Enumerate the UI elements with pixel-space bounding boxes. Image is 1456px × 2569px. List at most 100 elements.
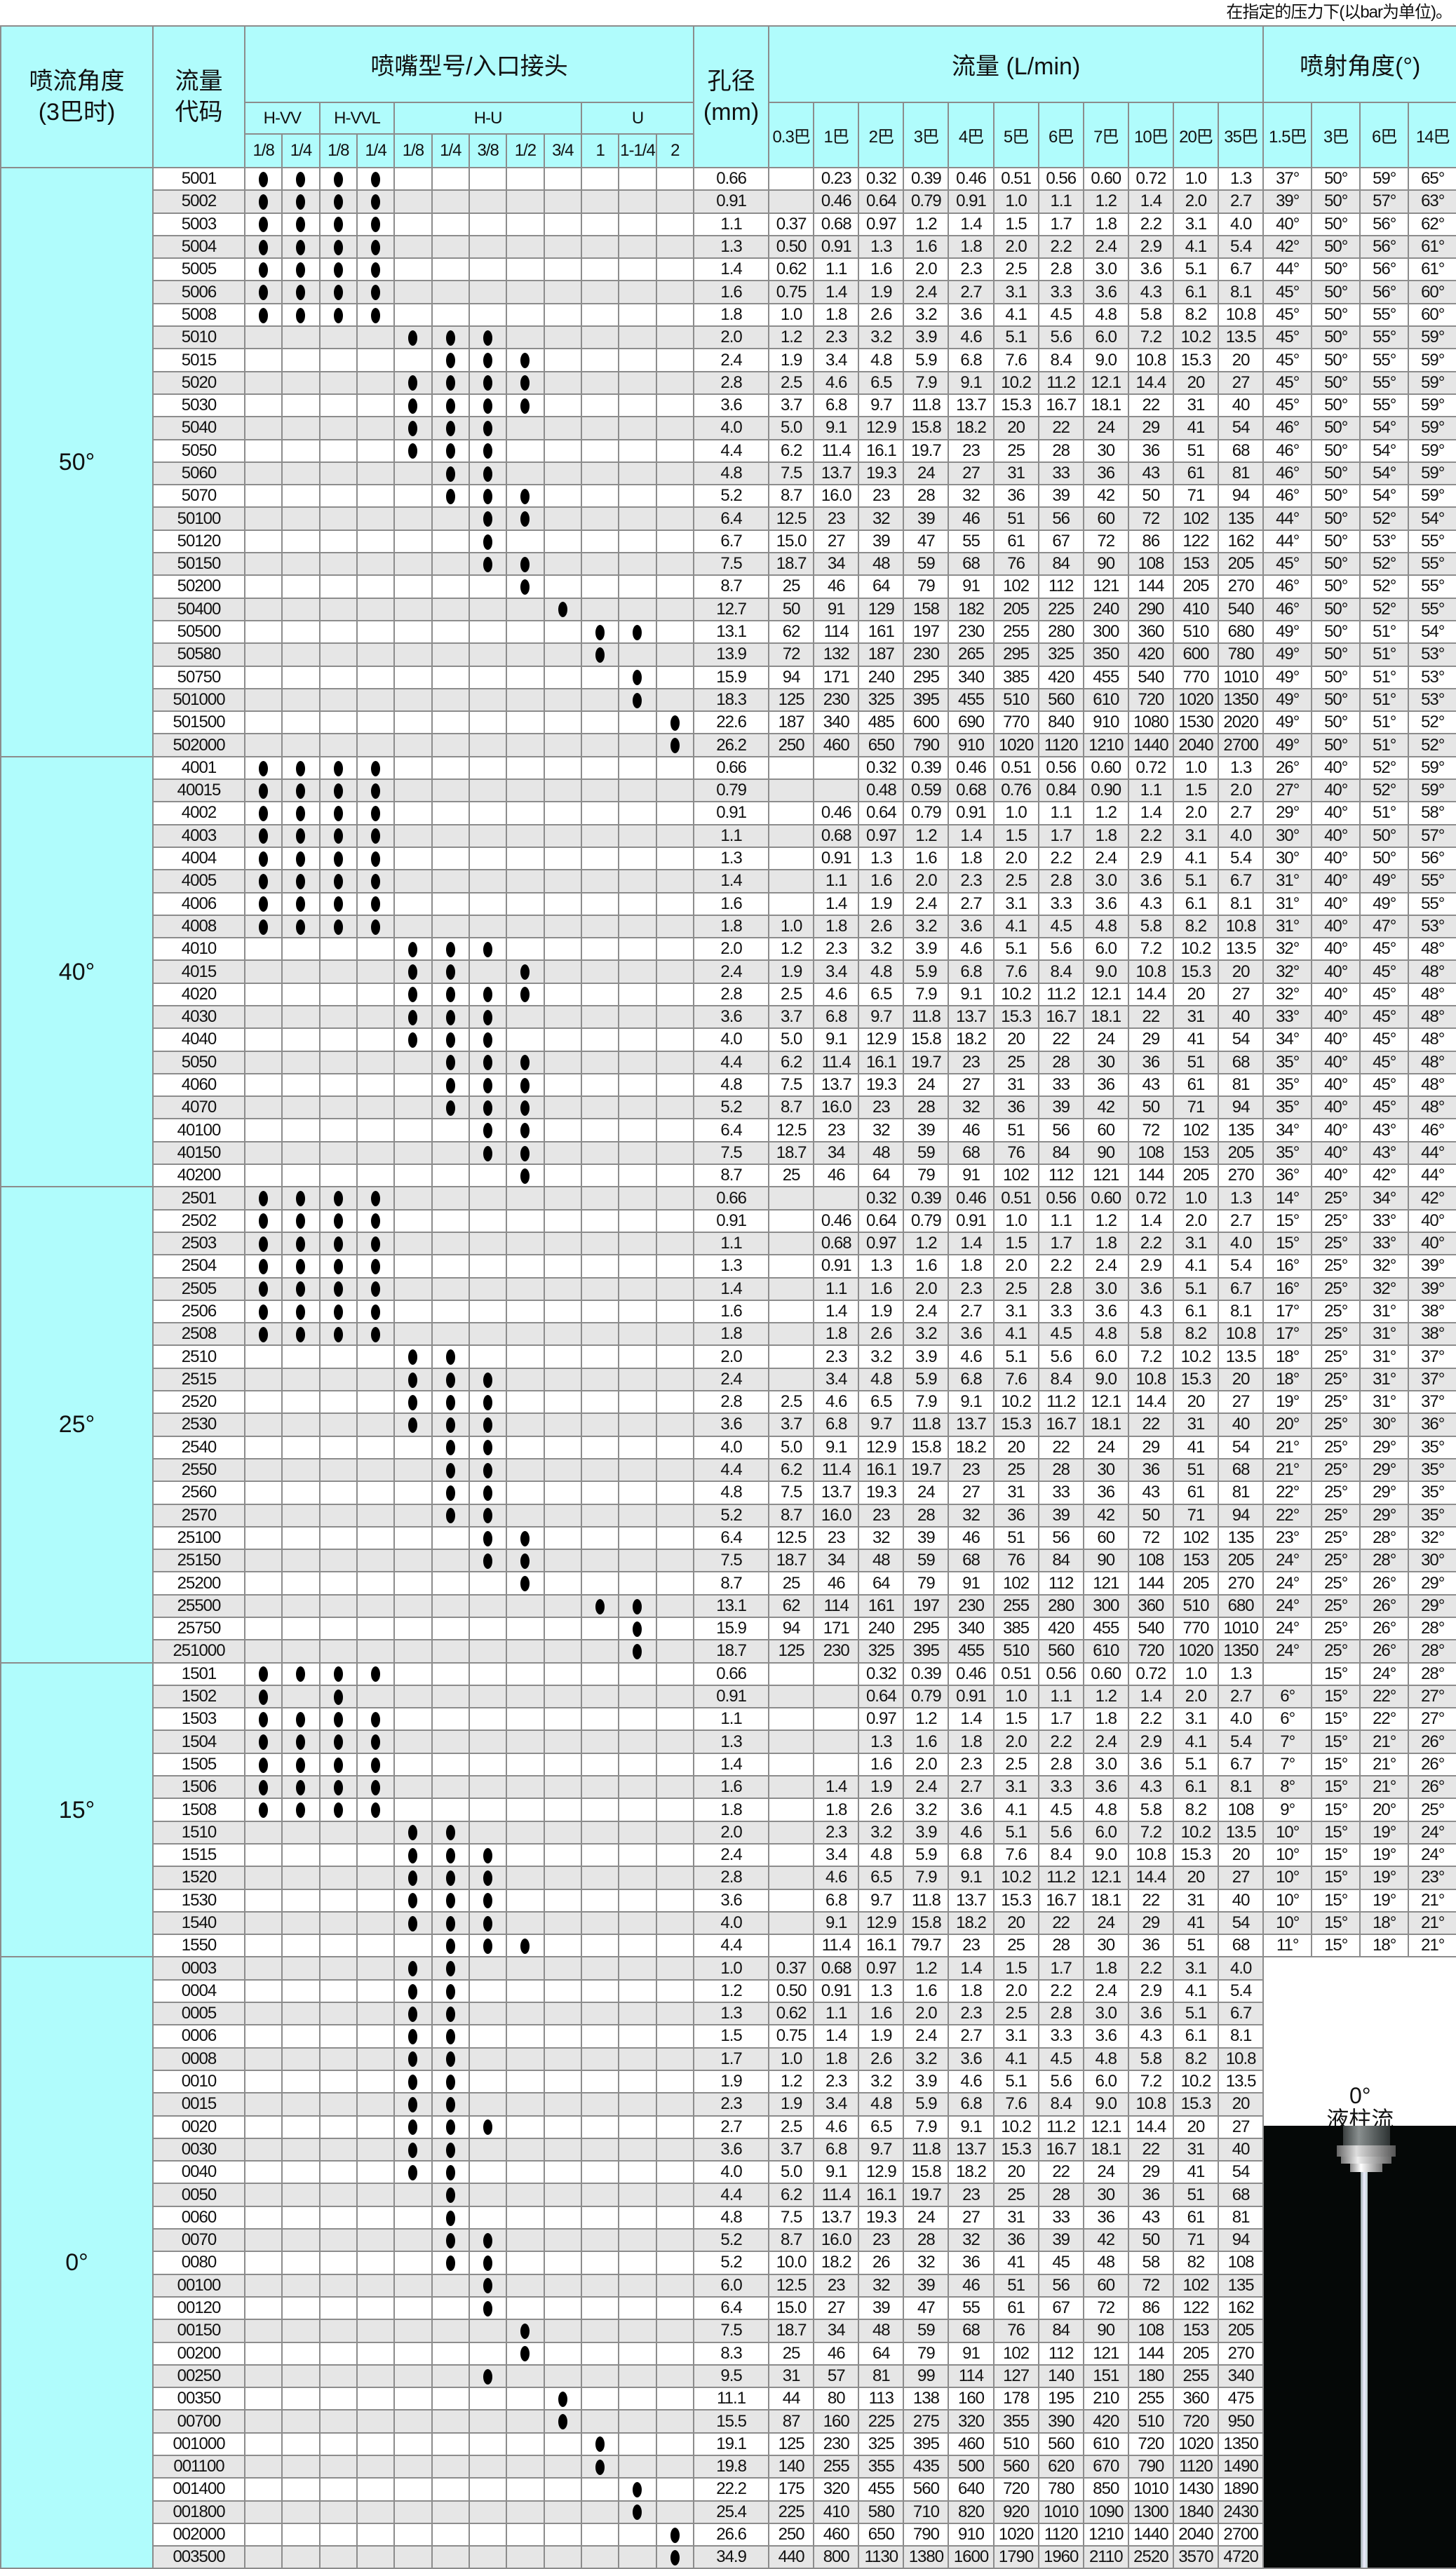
inlet-fit-cell [243,1164,283,1188]
flow-value-cell: 2.7 [948,1775,995,1800]
spray-angle-cell: 46° [1262,484,1313,508]
flow-value-cell: 8.2 [1172,1798,1220,1822]
fit-dot-icon [371,1326,381,1342]
flow-code-cell: 25100 [152,1525,245,1551]
flow-value-cell: 59 [903,1140,950,1166]
flow-value-cell: 2.4 [1082,1254,1129,1279]
inlet-fit-cell [655,2409,695,2434]
inlet-fit-cell [281,1004,321,1030]
flow-value-cell: 135 [1218,1118,1265,1142]
inlet-fit-cell [281,1616,321,1641]
flow-value-cell: 40 [1218,1004,1265,1030]
header-flow-pressure: 7巴 [1082,102,1129,168]
flow-code-cell: 00700 [152,2409,245,2434]
spray-angle-cell: 56° [1359,234,1410,259]
spray-angle-cell: 31° [1359,1344,1410,1369]
inlet-fit-cell [243,2432,283,2456]
inlet-fit-cell [618,1254,657,1279]
fit-dot-icon [633,1598,642,1614]
flow-value-cell: 1.8 [813,1322,860,1347]
spray-angle-cell: 40° [1311,1140,1361,1166]
flow-value-cell: 1.9 [768,2092,815,2117]
spray-angle-cell: 59° [1408,438,1456,463]
flow-value-cell: 20 [1218,2092,1265,2117]
inlet-fit-cell [543,891,582,916]
inlet-fit-cell [318,506,358,531]
inlet-fit-cell [431,914,470,939]
inlet-fit-cell [431,1842,470,1868]
table-row: 0070 5.2 8.7 16.0 23 28 32 36 39 42 50 71 94 [1,2228,1456,2253]
fit-dot-icon [333,1711,343,1727]
inlet-fit-cell [431,212,470,236]
inlet-fit-cell [506,2341,545,2366]
fit-dot-icon [333,1779,343,1795]
flow-value-cell: 19.7 [903,1050,950,1074]
inlet-fit-cell [506,642,545,667]
flow-value-cell: 0.56 [1037,166,1084,191]
hole-diameter-cell: 2.4 [693,959,770,984]
inlet-fit-cell [580,1616,620,1641]
flow-value-cell: 4.6 [813,1390,860,1415]
flow-value-cell: 27 [813,529,860,554]
inlet-fit-cell [318,1798,358,1822]
flow-value-cell: 3.4 [813,959,860,984]
flow-value-cell: 1.4 [948,212,995,236]
inlet-fit-cell [506,1481,545,1505]
fit-dot-icon [445,443,455,459]
inlet-fit-cell [618,1208,657,1233]
spray-angle-cell: 50° [1311,416,1361,440]
flow-value-cell: 1.7 [1037,1707,1084,1732]
table-row: 502000 26.2 250 460 650 790 910 1020 1120 1210 144… [1,733,1456,757]
flow-value-cell: 0.60 [1082,1661,1129,1686]
inlet-fit-cell [431,325,470,350]
inlet-fit-cell [618,2477,657,2502]
flow-value-cell: 360 [1172,2387,1220,2411]
inlet-fit-cell [431,2341,470,2366]
flow-value-cell: 3.3 [1037,1775,1084,1800]
flow-value-cell: 114 [948,2364,995,2389]
flow-code-cell: 1508 [152,1798,245,1822]
flow-value-cell: 1.4 [948,1231,995,1256]
flow-value-cell: 3.0 [1082,869,1129,894]
spray-angle-cell: 50° [1311,574,1361,599]
fit-dot-icon [408,2142,418,2158]
flow-value-cell [813,1729,860,1754]
inlet-fit-cell [468,1684,508,1709]
inlet-fit-cell [580,438,620,463]
fit-dot-icon [333,194,343,210]
inlet-fit-cell [506,1934,545,1958]
inlet-fit-cell [281,1571,321,1596]
flow-value-cell: 205 [1172,2341,1220,2366]
flow-value-cell: 94 [768,1616,815,1641]
spray-angle-cell: 45° [1262,370,1313,395]
inlet-fit-cell [393,2387,433,2411]
inlet-fit-cell [655,2273,695,2298]
spray-angle-cell: 59° [1408,755,1456,781]
inlet-fit-cell [356,846,396,871]
spray-angle-cell: 11° [1262,1934,1313,1958]
flow-value-cell: 23 [858,2228,905,2253]
spray-angle-cell: 40° [1311,1004,1361,1030]
fit-dot-icon [445,2232,455,2248]
inlet-fit-cell [393,2183,433,2207]
inlet-fit-cell [318,2432,358,2456]
spray-angle-cell: 40° [1311,959,1361,984]
inlet-fit-cell [618,1616,657,1641]
inlet-fit-cell [356,642,396,667]
spray-angle-cell: 22° [1359,1684,1410,1709]
flow-value-cell: 1.1 [1037,1684,1084,1709]
flow-value-cell: 125 [768,2432,815,2456]
inlet-fit-cell [318,642,358,667]
inlet-fit-cell [506,710,545,735]
inlet-fit-cell [431,529,470,554]
inlet-fit-cell [618,348,657,372]
flow-value-cell: 24 [903,2205,950,2230]
spray-angle-cell: 31° [1262,891,1313,916]
flow-value-cell: 1.1 [1037,1208,1084,1233]
inlet-fit-cell [243,2160,283,2185]
inlet-fit-cell [356,1231,396,1256]
inlet-fit-cell [431,891,470,916]
header-flow-pressure: 2巴 [858,102,905,168]
inlet-fit-cell [580,1707,620,1732]
inlet-fit-cell [281,416,321,440]
